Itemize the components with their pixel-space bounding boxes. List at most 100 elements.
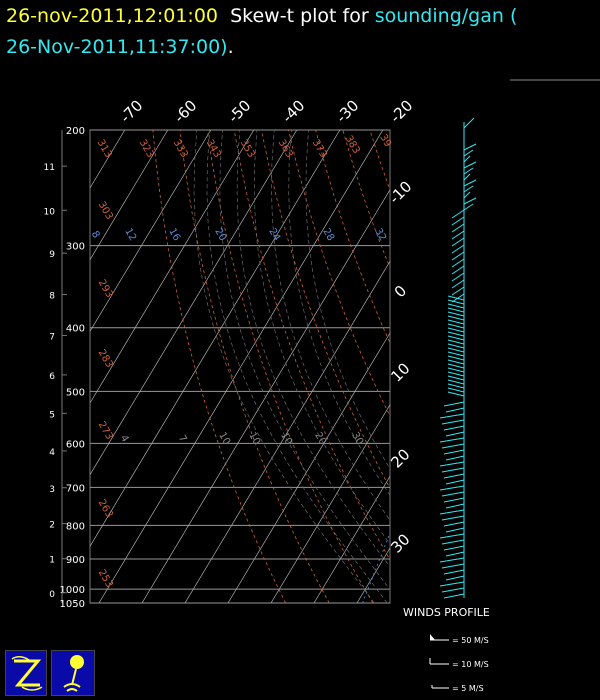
wind-barb [439,581,465,587]
wind-barb [451,279,465,289]
dry-adiabat-line [451,130,600,603]
dry-adiabat-line [233,130,390,561]
dry-adiabat-line [506,130,600,603]
wind-barb [447,387,465,393]
wind-barb [447,371,465,377]
pressure-label: 200 [66,126,85,137]
height-label: 0 [49,590,55,600]
wind-barbs [439,117,477,599]
dry-adiabat-label: 253 [96,568,115,590]
wind-barb [447,295,465,301]
zebra-logo-icon [5,650,47,696]
chart-lines [90,130,600,603]
height-label: 11 [44,163,55,173]
pressure-label: 700 [66,483,85,494]
height-label: 5 [49,410,55,420]
dry-adiabat-line [261,130,390,489]
wind-barb [463,117,475,129]
pressure-label: 600 [66,439,85,450]
wind-barb [463,185,474,193]
wind-barb [451,251,465,261]
dry-adiabat-line [479,130,600,603]
wind-barb [451,244,465,254]
wind-legend-10: = 10 M/S [452,660,489,669]
wind-barb [451,230,465,240]
wind-barb [443,593,465,599]
wind-barb [443,449,465,455]
wind-barb [463,155,471,163]
title-period: . [227,36,234,58]
wind-legend-50: = 50 M/S [452,636,489,645]
wind-barb [445,431,465,437]
dry-adiabat-label: 313 [95,138,114,160]
wind-barb [451,258,465,268]
moist-adiabat-line [288,130,390,496]
moist-adiabat-line [305,130,390,470]
isotherm-line [227,332,390,603]
title-plot-label: Skew-t plot for [230,5,369,27]
wind-barb [445,551,465,557]
wind-barb [447,383,465,389]
title-source-1: sounding/gan ( [374,5,518,27]
isotherm-line [270,403,390,603]
wind-barb [463,191,471,199]
isotherm-line [141,188,390,603]
moist-adiabat-line [271,130,390,521]
wind-barb [447,343,465,349]
wind-barb [445,503,465,509]
title-line-1: 26-nov-2011,12:01:00 Skew-t plot for sou… [6,5,517,27]
wind-barb [439,485,465,491]
dry-adiabat-line [533,130,600,603]
pressure-label: 1050 [60,599,85,610]
mixing-ratio-label: 8 [89,229,102,240]
winds-profile-label: WINDS PROFILE [403,606,490,619]
temperature-label: 10 [387,359,413,385]
wind-barb [441,587,465,593]
temperature-label: -30 [332,96,362,126]
temperature-label: -70 [116,96,146,126]
dry-adiabat-line [560,130,600,603]
dry-adiabat-label: 323 [137,138,156,160]
mixing-ratio-line [405,246,544,603]
plot-frame [89,129,391,604]
moist-adiabat-label: 7 [176,433,189,444]
moist-adiabat-label: 20 [312,430,328,447]
isotherm-line [90,130,212,333]
wind-barb [447,331,465,337]
dry-adiabat-label: 333 [171,138,190,160]
dry-adiabat-label: 263 [96,498,115,520]
dry-adiabat-line [179,130,330,603]
isotherm-line [90,130,341,548]
mixing-ratio-label: 12 [122,226,138,243]
wind-barb [451,216,465,226]
dry-adiabat-line [315,130,390,344]
temperature-label: 0 [391,282,410,301]
moist-adiabat-line [193,130,375,603]
wind-barb [451,223,465,233]
wind-barb [463,173,471,181]
dry-adiabat-label: 343 [204,138,223,160]
mixing-ratio-line [480,246,600,603]
moist-adiabat-line [236,130,390,568]
moist-adiabat-line [206,130,388,603]
dry-adiabat-label: 303 [96,200,115,222]
wind-barb [445,455,465,461]
height-label: 4 [49,448,55,458]
dry-adiabat-label: 363 [276,138,295,160]
wind-barb [447,347,465,353]
temperature-label: -20 [386,96,416,126]
wind-barb [463,167,474,175]
title-source-2: 26-Nov-2011,11:37:00) [6,36,228,58]
pressure-label: 1000 [60,585,85,596]
wind-barb [445,575,465,581]
mixing-ratio-line [467,246,597,603]
dry-adiabat-line [397,130,600,603]
isotherm-line [184,260,390,603]
wind-barb [447,327,465,333]
wind-barb [451,209,465,219]
pressure-label: 300 [66,242,85,253]
isotherm-line [443,130,600,603]
height-label: 8 [49,291,55,301]
wind-barb [447,367,465,373]
wind-barb [463,179,477,187]
